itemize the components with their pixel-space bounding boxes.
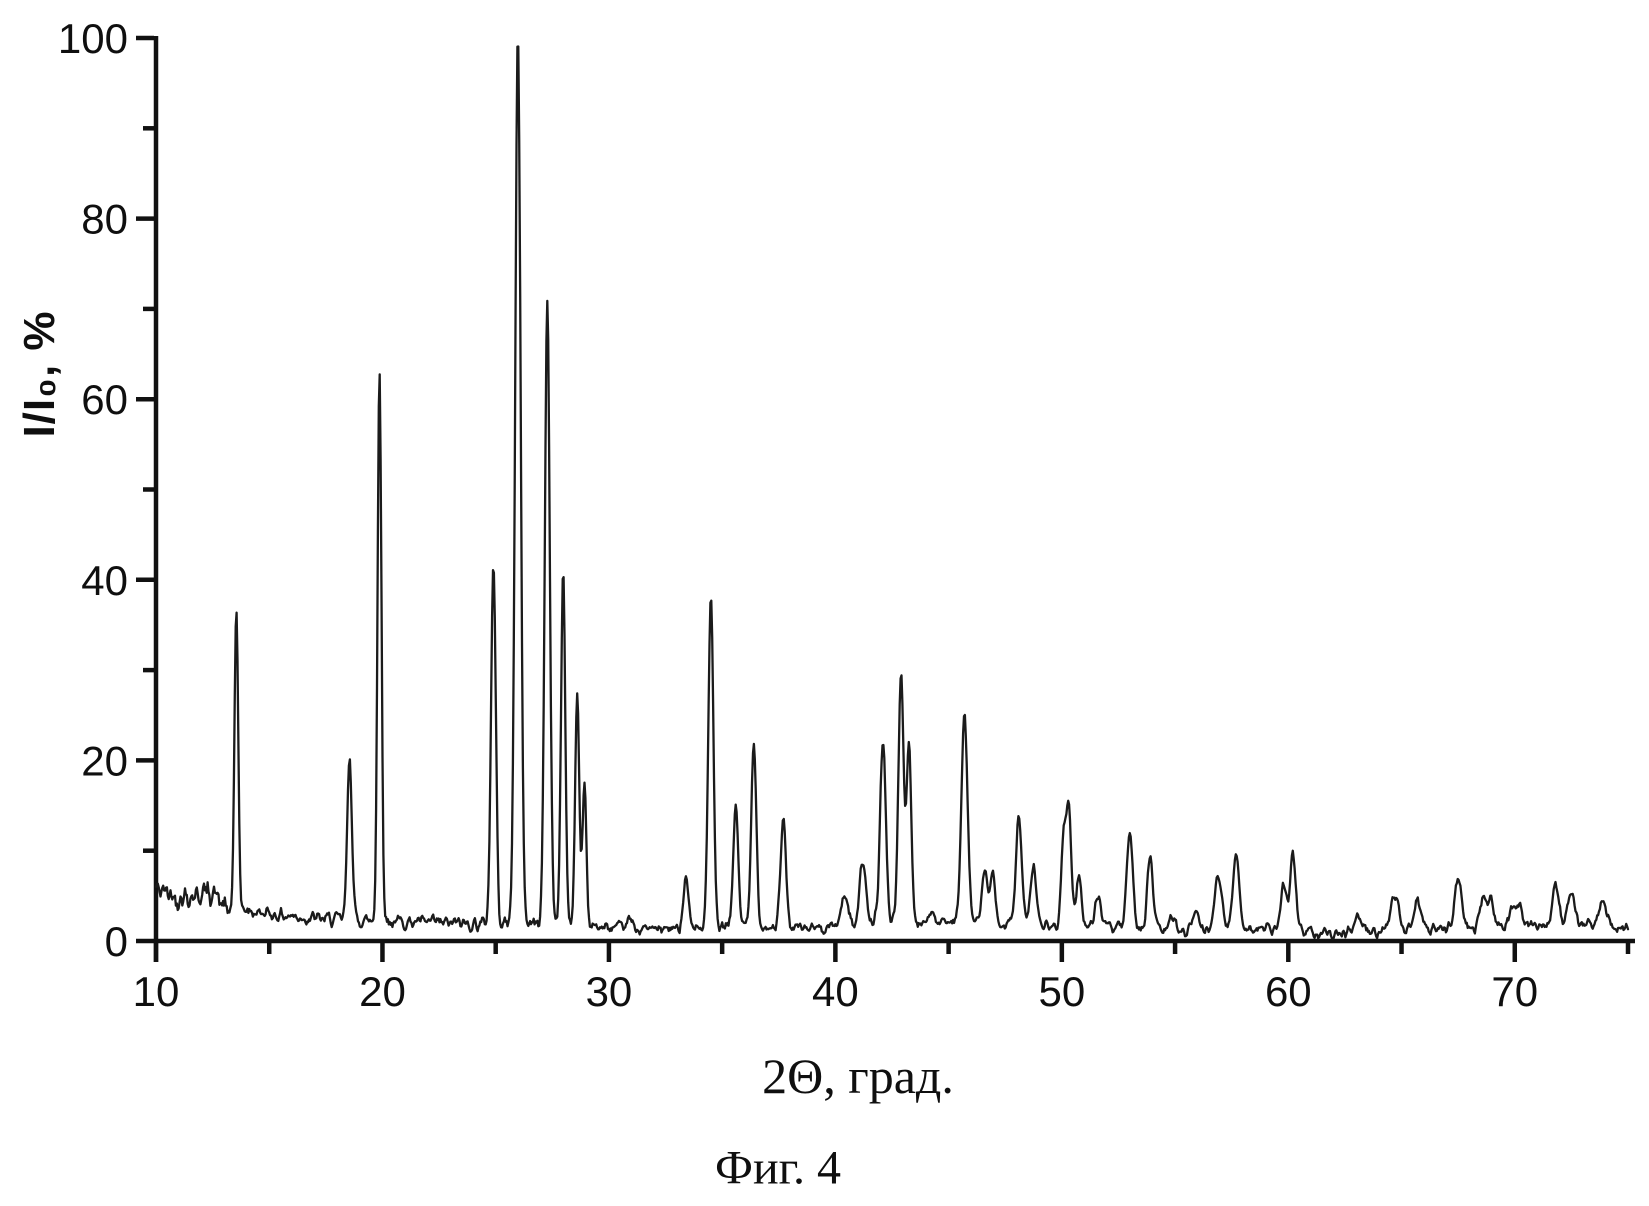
figure-caption: Фиг. 4: [715, 1141, 841, 1195]
x-tick-label: 30: [586, 968, 633, 1015]
y-tick-label: 40: [81, 557, 128, 604]
x-tick-label: 40: [812, 968, 859, 1015]
y-tick-label: 100: [58, 15, 128, 62]
y-axis-label: I/I₀, %: [15, 310, 64, 438]
tick-labels: 10 20 30 40 50 60 70 0 20 40 60 80 100: [58, 15, 1538, 1015]
axes: [136, 35, 1635, 962]
y-tick-label: 60: [81, 376, 128, 423]
xrd-trace: [154, 45, 1630, 940]
x-tick-label: 60: [1265, 968, 1312, 1015]
x-tick-label: 70: [1491, 968, 1538, 1015]
x-tick-label: 50: [1038, 968, 1085, 1015]
y-tick-label: 80: [81, 196, 128, 243]
y-tick-label: 0: [105, 918, 128, 965]
y-tick-label: 20: [81, 737, 128, 784]
x-axis-label: 2Θ, град.: [762, 1048, 954, 1104]
x-tick-label: 10: [133, 968, 180, 1015]
x-tick-label: 20: [359, 968, 406, 1015]
